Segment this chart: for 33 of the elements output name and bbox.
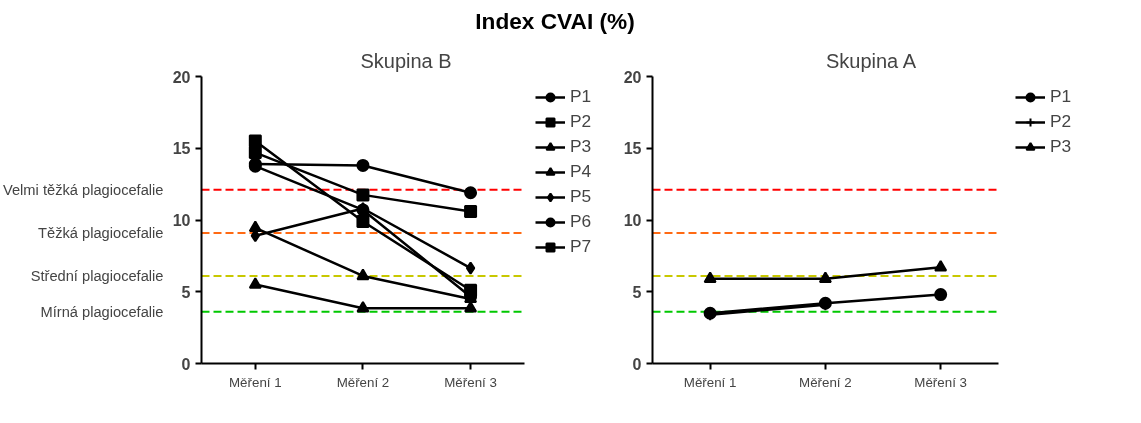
text: Index CVAI (%) bbox=[475, 7, 635, 36]
chart-title: Skupina B bbox=[360, 49, 452, 72]
y-tick-label: 10 bbox=[623, 212, 642, 230]
legend-label: P2 bbox=[570, 111, 593, 133]
y-tick-label: 0 bbox=[632, 355, 642, 373]
x-tick-label: Měření 1 bbox=[683, 374, 737, 390]
y-tick-label: 15 bbox=[172, 140, 191, 158]
x-tick-label: Měření 1 bbox=[229, 374, 282, 390]
ref-line-label: Střední plagiocefalie bbox=[30, 268, 164, 285]
x-tick-label: Měření 3 bbox=[444, 374, 497, 390]
y-tick-label: 20 bbox=[172, 68, 191, 86]
legend-label: P4 bbox=[570, 161, 593, 183]
legend-label: P3 bbox=[570, 136, 593, 158]
chart-title: Skupina A bbox=[825, 49, 917, 72]
y-tick-label: 10 bbox=[172, 212, 191, 230]
x-tick-label: Měření 2 bbox=[799, 374, 852, 390]
legend-label: P2 bbox=[1050, 111, 1073, 133]
ref-line-label: Těžká plagiocefalie bbox=[38, 225, 164, 242]
legend-label: P1 bbox=[570, 86, 593, 108]
x-tick-label: Měření 3 bbox=[914, 374, 967, 390]
y-tick-label: 5 bbox=[632, 284, 642, 302]
y-tick-label: 15 bbox=[623, 140, 642, 158]
x-tick-label: Měření 2 bbox=[336, 374, 390, 390]
legend-label: P5 bbox=[570, 186, 593, 208]
y-tick-label: 5 bbox=[181, 284, 191, 302]
legend-label: P1 bbox=[1050, 86, 1073, 108]
legend-label: P7 bbox=[570, 236, 593, 258]
ref-line-label: Velmi těžká plagiocefalie bbox=[3, 182, 164, 199]
ref-line-label: Mírná plagiocefalie bbox=[40, 304, 164, 321]
legend-label: P6 bbox=[570, 211, 593, 233]
y-tick-label: 0 bbox=[181, 355, 191, 373]
y-tick-label: 20 bbox=[623, 68, 642, 86]
legend-label: P3 bbox=[1050, 136, 1073, 158]
